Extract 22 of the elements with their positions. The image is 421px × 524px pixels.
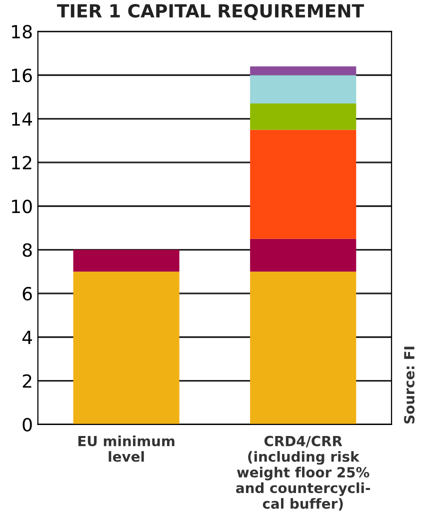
y-tick-label: 16 [12,68,32,82]
bar [73,272,180,424]
chart-title: TIER 1 CAPITAL REQUIREMENT [56,4,364,20]
bar [250,130,356,239]
bar [250,75,356,104]
y-tick-label: 18 [12,24,32,39]
y-tick-label: 14 [12,112,32,126]
x-tick-label: CRD4/CRR (including risk weight floor 25% and countercycli- cal buffer) [236,436,370,510]
y-tick-label: 6 [22,286,32,301]
bar [250,103,356,130]
y-tick-label: 2 [22,374,32,388]
bar [73,250,180,272]
bar [250,272,356,424]
bar [250,238,356,272]
y-tick-label: 12 [12,156,32,170]
y-tick-label: 8 [22,243,32,257]
y-tick-label: 4 [22,330,32,344]
x-tick-label: EU minimum level [78,436,174,462]
bar [250,66,356,76]
source-note: Source: FI [404,346,415,424]
y-tick-label: 10 [12,200,32,214]
y-tick-label: 0 [22,418,32,432]
